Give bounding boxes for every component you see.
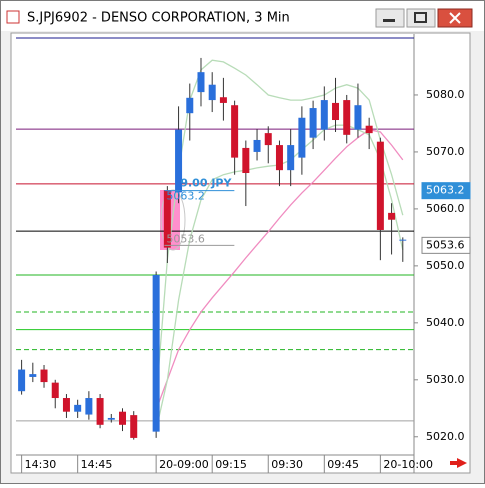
candle-body bbox=[163, 190, 171, 248]
x-tick-label: 09:30 bbox=[271, 458, 303, 471]
price-tag-label: 5053.6 bbox=[426, 238, 465, 251]
candle-body bbox=[107, 417, 115, 420]
candle-body bbox=[40, 369, 48, 383]
candle-body bbox=[219, 97, 227, 103]
candle-body bbox=[242, 147, 250, 174]
minimize-icon bbox=[383, 19, 395, 22]
y-tick-label: 5030.0 bbox=[426, 373, 465, 386]
indicator-line bbox=[155, 59, 404, 400]
measure-to: 5053.6 bbox=[166, 232, 205, 245]
indicator-line bbox=[155, 129, 404, 411]
candle-body bbox=[298, 117, 306, 158]
x-tick-label: 14:45 bbox=[81, 458, 113, 471]
candle-body bbox=[96, 398, 104, 425]
app-icon bbox=[6, 10, 20, 24]
candle-body bbox=[264, 133, 272, 146]
candle-body bbox=[376, 141, 384, 230]
candle-body bbox=[231, 105, 239, 158]
maximize-icon bbox=[414, 12, 427, 23]
candle-body bbox=[186, 97, 194, 114]
x-tick-label: 20-10:00 bbox=[383, 458, 433, 471]
price-tag bbox=[421, 182, 471, 200]
candle-body bbox=[287, 145, 295, 171]
y-tick-label: 5070.0 bbox=[426, 145, 465, 158]
candle-body bbox=[130, 415, 138, 438]
candle-body bbox=[354, 105, 362, 130]
y-tick-label: 5080.0 bbox=[426, 88, 465, 101]
candle-body bbox=[343, 100, 351, 135]
candle-body bbox=[309, 108, 317, 138]
y-tick-label: 5020.0 bbox=[426, 430, 465, 443]
y-tick-label: 5040.0 bbox=[426, 316, 465, 329]
x-tick-label: 14:30 bbox=[25, 458, 57, 471]
x-tick-label: 09:15 bbox=[215, 458, 247, 471]
candle-body bbox=[85, 398, 93, 415]
candle-body bbox=[74, 404, 82, 412]
price-tag-label: 5063.2 bbox=[426, 184, 465, 197]
close-icon bbox=[449, 12, 461, 24]
candle-body bbox=[208, 84, 216, 101]
y-tick-label: 5050.0 bbox=[426, 259, 465, 272]
price-tag bbox=[421, 236, 471, 254]
y-tick-label: 5060.0 bbox=[426, 202, 465, 215]
candle-body bbox=[152, 274, 160, 432]
x-tick-label: 09:45 bbox=[327, 458, 359, 471]
candle-body bbox=[197, 72, 205, 93]
candle-body bbox=[253, 139, 261, 152]
window-title: S.JPJ6902 - DENSO CORPORATION, 3 Min bbox=[27, 11, 290, 26]
candle-body bbox=[332, 102, 340, 121]
candle-body bbox=[365, 125, 373, 134]
x-tick-label: 20-09:00 bbox=[159, 458, 209, 471]
maximize-button[interactable] bbox=[406, 8, 436, 28]
selection-outline bbox=[160, 189, 186, 251]
candle-body bbox=[51, 382, 59, 399]
candle-body bbox=[320, 100, 328, 130]
candle-body bbox=[388, 212, 396, 220]
measure-change: 9.00 JPY bbox=[180, 177, 232, 190]
candle-body bbox=[275, 145, 283, 171]
candle-body bbox=[62, 398, 70, 412]
measure-from: 5063.2 bbox=[166, 190, 205, 203]
candle-body bbox=[399, 239, 407, 241]
candle-body bbox=[29, 374, 37, 377]
minimize-button[interactable] bbox=[375, 8, 405, 28]
scroll-arrow[interactable] bbox=[450, 458, 467, 468]
candle-body bbox=[119, 411, 127, 425]
candle-body bbox=[175, 129, 183, 193]
candle-body bbox=[18, 369, 26, 392]
